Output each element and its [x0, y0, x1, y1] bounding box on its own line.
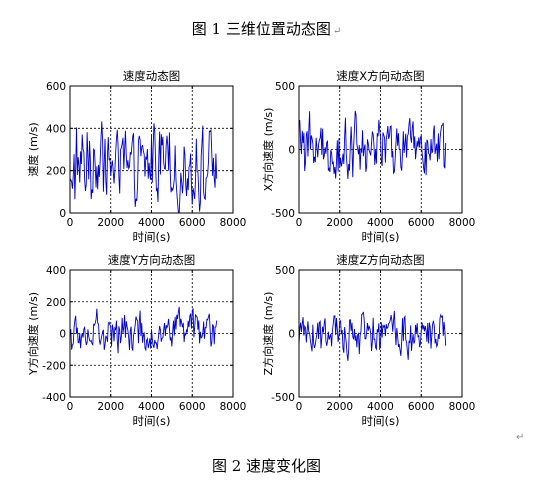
x-tick-label: 2000	[97, 401, 124, 413]
y-tick-label: 400	[46, 123, 66, 135]
x-tick-label: 8000	[220, 217, 247, 229]
x-tick-label: 0	[296, 217, 303, 229]
x-tick-label: 2000	[326, 217, 353, 229]
x-axis-label: 时间(s)	[133, 414, 171, 428]
y-axis-label: 速度 (m/s)	[26, 122, 40, 176]
y-tick-label: -500	[271, 392, 295, 404]
x-tick-label: 6000	[179, 401, 206, 413]
x-tick-label: 4000	[367, 217, 394, 229]
x-tick-label: 2000	[326, 401, 353, 413]
y-tick-label: 200	[46, 166, 66, 178]
x-tick-label: 8000	[220, 401, 247, 413]
y-tick-label: 0	[288, 329, 295, 341]
chart-panel-2: 0 2000 4000 6000 8000-5000500速度X方向动态图时间(s)X方…	[261, 69, 475, 244]
paragraph-mark: ↵	[516, 432, 525, 443]
x-tick-label: 0	[67, 217, 74, 229]
x-axis-label: 时间(s)	[362, 230, 400, 244]
y-tick-label: -400	[42, 392, 66, 404]
paragraph-mark: ↵	[332, 26, 342, 37]
x-tick-label: 8000	[449, 401, 476, 413]
x-tick-label: 2000	[97, 217, 124, 229]
chart-panel-4: 0 2000 4000 6000 8000-5000500速度Z方向动态图时间(s)Z方…	[261, 253, 475, 428]
y-tick-label: 600	[46, 81, 66, 93]
y-axis-label: Z方向速度 (m/s)	[261, 292, 275, 376]
chart-panel-3: 0 2000 4000 6000 8000 -400 -200 0 200 400 速度Y方向动态图…	[26, 253, 246, 428]
chart-title: 速度Y方向动态图	[108, 253, 196, 267]
figure1-caption-text: 图 1 三维位置动态图	[191, 20, 331, 38]
figure1-caption: 图 1 三维位置动态图 ↵	[0, 18, 533, 39]
x-tick-label: 6000	[179, 217, 206, 229]
series-line	[70, 121, 218, 213]
y-tick-label: 0	[59, 329, 66, 341]
x-axis-label: 时间(s)	[133, 230, 171, 244]
y-tick-label: 0	[59, 208, 66, 220]
y-axis-label: X方向速度 (m/s)	[261, 108, 275, 192]
y-tick-label: 0	[288, 145, 295, 157]
x-tick-label: 8000	[449, 217, 476, 229]
chart-title: 速度Z方向动态图	[336, 253, 424, 267]
x-tick-label: 0	[67, 401, 74, 413]
chart-title: 速度X方向动态图	[336, 69, 424, 83]
y-tick-label: 200	[46, 297, 66, 309]
y-tick-label: 500	[275, 81, 295, 93]
x-tick-label: 4000	[367, 401, 394, 413]
x-tick-label: 4000	[138, 401, 165, 413]
series-line	[70, 306, 218, 354]
x-tick-label: 6000	[408, 217, 435, 229]
chart-title: 速度动态图	[123, 69, 181, 83]
x-tick-label: 6000	[408, 401, 435, 413]
x-tick-label: 4000	[138, 217, 165, 229]
y-tick-label: 500	[275, 265, 295, 277]
y-tick-label: -500	[271, 208, 295, 220]
y-axis-label: Y方向速度 (m/s)	[26, 292, 40, 376]
series-line	[299, 310, 447, 361]
x-axis-label: 时间(s)	[362, 414, 400, 428]
x-tick-label: 0	[296, 401, 303, 413]
y-tick-label: -200	[42, 360, 66, 372]
figure2-caption: 图 2 速度变化图	[211, 457, 322, 475]
y-tick-label: 400	[46, 265, 66, 277]
series-line	[299, 110, 447, 179]
